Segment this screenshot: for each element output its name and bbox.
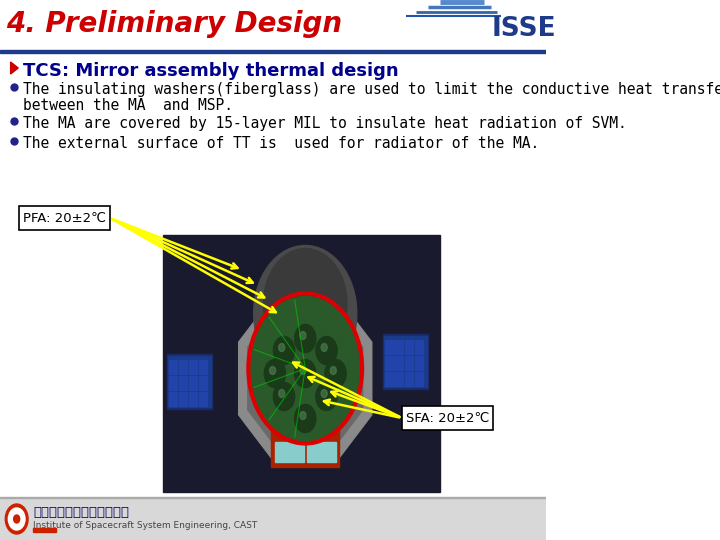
Circle shape: [279, 343, 284, 352]
Circle shape: [300, 332, 306, 340]
Circle shape: [321, 389, 327, 397]
Bar: [405, 340, 413, 354]
Bar: [385, 372, 394, 386]
Circle shape: [316, 382, 337, 410]
Bar: [415, 355, 423, 369]
Circle shape: [279, 389, 284, 397]
Bar: [385, 355, 394, 369]
Bar: [169, 375, 177, 389]
Polygon shape: [11, 62, 18, 74]
Circle shape: [316, 336, 337, 365]
Circle shape: [294, 404, 316, 433]
Circle shape: [9, 508, 25, 530]
Bar: [395, 372, 403, 386]
Text: The insulating washers(fiberglass) are used to limit the conductive heat transfe: The insulating washers(fiberglass) are u…: [23, 82, 720, 97]
Bar: [405, 355, 413, 369]
Circle shape: [5, 504, 28, 534]
Text: 4. Preliminary Design: 4. Preliminary Design: [6, 10, 342, 38]
Bar: [168, 355, 211, 407]
Bar: [189, 360, 197, 374]
Bar: [0, 498, 546, 540]
Circle shape: [251, 296, 360, 441]
Bar: [19, 206, 110, 230]
Polygon shape: [248, 303, 363, 454]
Bar: [199, 360, 207, 374]
Bar: [189, 392, 197, 406]
Bar: [189, 375, 197, 389]
Bar: [167, 354, 212, 408]
Circle shape: [300, 411, 306, 420]
Bar: [199, 392, 207, 406]
Circle shape: [274, 336, 294, 365]
Bar: [415, 340, 423, 354]
Bar: [0, 496, 546, 498]
Bar: [384, 335, 427, 387]
Bar: [275, 442, 304, 462]
Bar: [383, 334, 428, 388]
Bar: [271, 417, 339, 467]
Circle shape: [274, 382, 294, 410]
Bar: [169, 360, 177, 374]
Circle shape: [325, 360, 346, 388]
Bar: [0, 50, 546, 53]
Circle shape: [294, 360, 316, 388]
Bar: [395, 340, 403, 354]
Bar: [169, 392, 177, 406]
Bar: [179, 360, 187, 374]
Bar: [415, 372, 423, 386]
Text: Institute of Spacecraft System Engineering, CAST: Institute of Spacecraft System Engineeri…: [33, 522, 258, 530]
Text: 中国空间技术研究院总体部: 中国空间技术研究院总体部: [33, 505, 130, 518]
Bar: [307, 442, 336, 462]
Circle shape: [330, 367, 336, 375]
Text: TCS: Mirror assembly thermal design: TCS: Mirror assembly thermal design: [23, 62, 398, 80]
Circle shape: [253, 246, 357, 381]
Circle shape: [294, 325, 316, 353]
Text: between the MA  and MSP.: between the MA and MSP.: [23, 98, 233, 113]
Circle shape: [264, 360, 286, 388]
Text: The MA are covered by 15-layer MIL to insulate heat radiation of SVM.: The MA are covered by 15-layer MIL to in…: [23, 116, 626, 131]
Circle shape: [264, 248, 347, 359]
Text: PFA: 20±2℃: PFA: 20±2℃: [23, 212, 106, 225]
Text: The external surface of TT is  used for radiator of the MA.: The external surface of TT is used for r…: [23, 136, 539, 151]
Bar: [199, 375, 207, 389]
Bar: [33, 528, 56, 532]
Circle shape: [14, 515, 19, 523]
Text: SFA: 20±2℃: SFA: 20±2℃: [406, 411, 489, 424]
Bar: [395, 355, 403, 369]
Circle shape: [321, 343, 327, 352]
Circle shape: [269, 367, 276, 375]
Bar: [163, 235, 440, 492]
Bar: [179, 375, 187, 389]
Polygon shape: [238, 291, 372, 466]
Circle shape: [300, 367, 306, 375]
Text: ISSE: ISSE: [492, 16, 556, 42]
Bar: [405, 372, 413, 386]
Bar: [402, 406, 493, 430]
Bar: [385, 340, 394, 354]
Bar: [179, 392, 187, 406]
